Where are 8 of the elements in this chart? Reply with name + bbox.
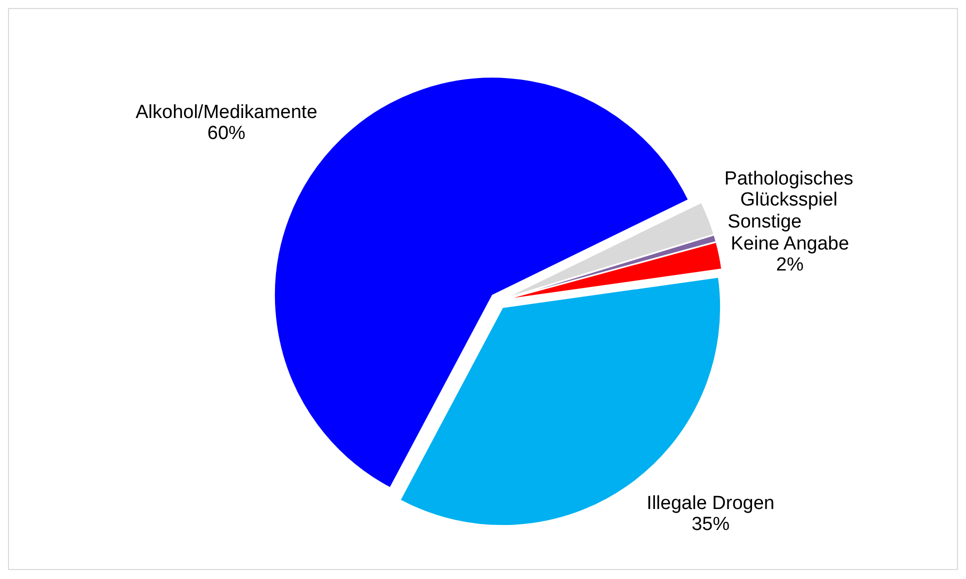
data-label: 2% <box>776 254 804 276</box>
slice-label: Illegale Drogen <box>646 493 774 514</box>
data-label: 35% <box>692 514 730 536</box>
slice-label: Pathologisches Glücksspiel <box>724 168 854 210</box>
slice-label: Alkohol/Medikamente <box>136 102 318 124</box>
slice-label: Keine Angabe <box>730 233 850 254</box>
data-label: 60% <box>207 123 246 144</box>
slice-label: Sonstige <box>728 211 802 232</box>
